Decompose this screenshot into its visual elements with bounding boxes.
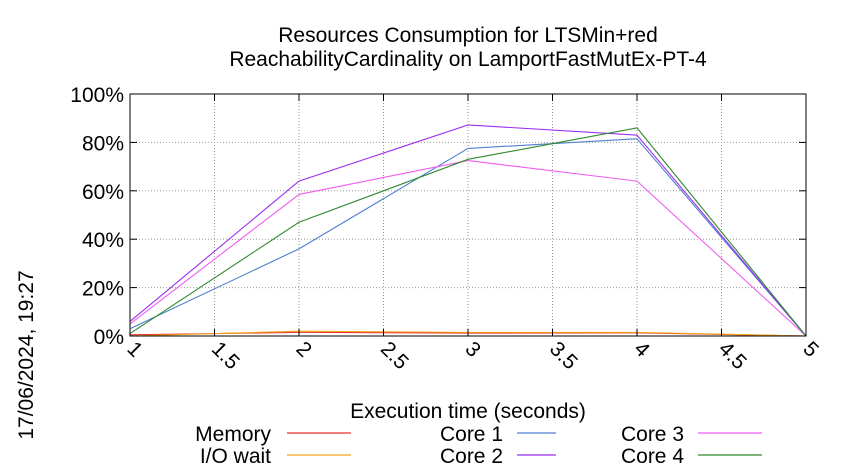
x-axis-label: Execution time (seconds) (350, 400, 586, 423)
series-line-core-3 (129, 159, 807, 337)
series-line-core-2 (129, 124, 807, 337)
legend-label: I/O wait (200, 445, 271, 468)
x-tick-label: 3 (460, 337, 485, 362)
x-tick-label: 4.5 (714, 337, 751, 374)
y-tick-label: 80% (82, 132, 124, 155)
y-tick-label: 20% (82, 278, 124, 301)
x-tick-label: 2.5 (376, 337, 413, 374)
x-tick-label: 1 (122, 337, 147, 362)
chart-subtitle: ReachabilityCardinality on LamportFastMu… (229, 48, 707, 71)
chart-title: Resources Consumption for LTSMin+red (278, 24, 658, 47)
y-tick-label: 40% (82, 229, 124, 252)
legend-label: Core 2 (440, 445, 503, 468)
x-tick-label: 3.5 (545, 337, 582, 374)
x-tick-label: 4 (629, 337, 654, 362)
series-line-core-4 (129, 127, 807, 337)
legend-label: Core 4 (621, 445, 684, 468)
x-tick-label: 1.5 (207, 337, 244, 374)
legend-label: Core 3 (621, 423, 684, 446)
y-tick-label: 100% (70, 84, 124, 107)
y-tick-label: 60% (82, 181, 124, 204)
legend-label: Memory (195, 423, 271, 446)
timestamp-label: 17/06/2024, 19:27 (15, 270, 38, 439)
y-tick-label: 0% (94, 326, 124, 349)
x-tick-label: 2 (291, 337, 316, 362)
grid (130, 94, 806, 336)
x-tick-label: 5 (798, 337, 823, 362)
legend-label: Core 1 (440, 423, 503, 446)
series-line-core-1 (129, 138, 807, 337)
axis-ticks: 0% 20% 40% 60% 80% 100% 1 1.5 2 2.5 3 3.5 4 4.5 5 (70, 84, 823, 374)
